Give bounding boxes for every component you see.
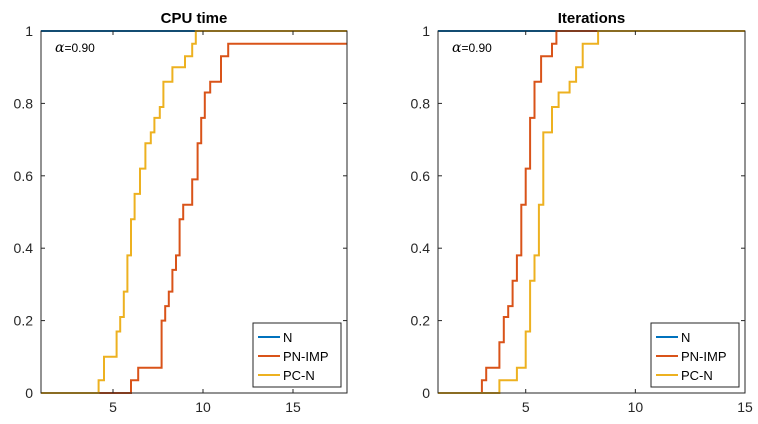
legend: N PN-IMP PC-N [252,322,342,388]
x-tick-label: 15 [737,399,753,415]
chart-title: Iterations [558,10,626,27]
y-tick-label: 0.4 [14,240,34,256]
plot-area-border [437,30,746,394]
chart-panel-2: Iterations 5 10 15 0 0.2 0.4 0.6 0.8 1 α=0.90 N PN-I… [411,10,753,415]
y-tick-label: 0.8 [14,95,34,111]
plot-area-border [40,30,348,394]
legend-label: PC-N [681,368,713,383]
alpha-value: =0.90 [64,41,95,55]
alpha-annotation: α=0.90 [55,40,95,56]
alpha-value: =0.90 [461,41,492,55]
chart-panel-1: CPU time 5 10 15 0 0.2 0.4 0.6 0.8 1 α=0.90 N PN-IMP… [14,10,348,415]
x-tick-label: 5 [109,399,117,415]
y-tick-label: 0.2 [411,313,431,329]
legend-label: PN-IMP [681,349,727,364]
legend-label: PC-N [283,368,315,383]
x-tick-label: 5 [522,399,530,415]
x-tick-label: 15 [285,399,301,415]
alpha-symbol: α [55,40,65,56]
legend-label: N [681,330,690,345]
series-line-pc-n [438,30,745,394]
alpha-annotation: α=0.90 [452,40,492,56]
legend: N PN-IMP PC-N [650,322,740,388]
legend-label: PN-IMP [283,349,329,364]
series-line-pc-n [41,30,347,394]
legend-label: N [283,330,292,345]
y-tick-label: 0 [25,385,33,401]
chart-title: CPU time [161,10,228,27]
y-tick-label: 0.4 [411,240,431,256]
alpha-symbol: α [452,40,462,56]
series-line-pn-imp [438,30,745,394]
y-tick-label: 1 [25,23,33,39]
series-line-pn-imp [41,42,347,394]
y-tick-label: 1 [422,23,430,39]
y-tick-label: 0.6 [14,168,34,184]
y-tick-label: 0.8 [411,95,431,111]
y-tick-label: 0.6 [411,168,431,184]
x-tick-label: 10 [628,399,644,415]
y-tick-label: 0 [422,385,430,401]
x-tick-label: 10 [195,399,211,415]
y-tick-label: 0.2 [14,313,34,329]
